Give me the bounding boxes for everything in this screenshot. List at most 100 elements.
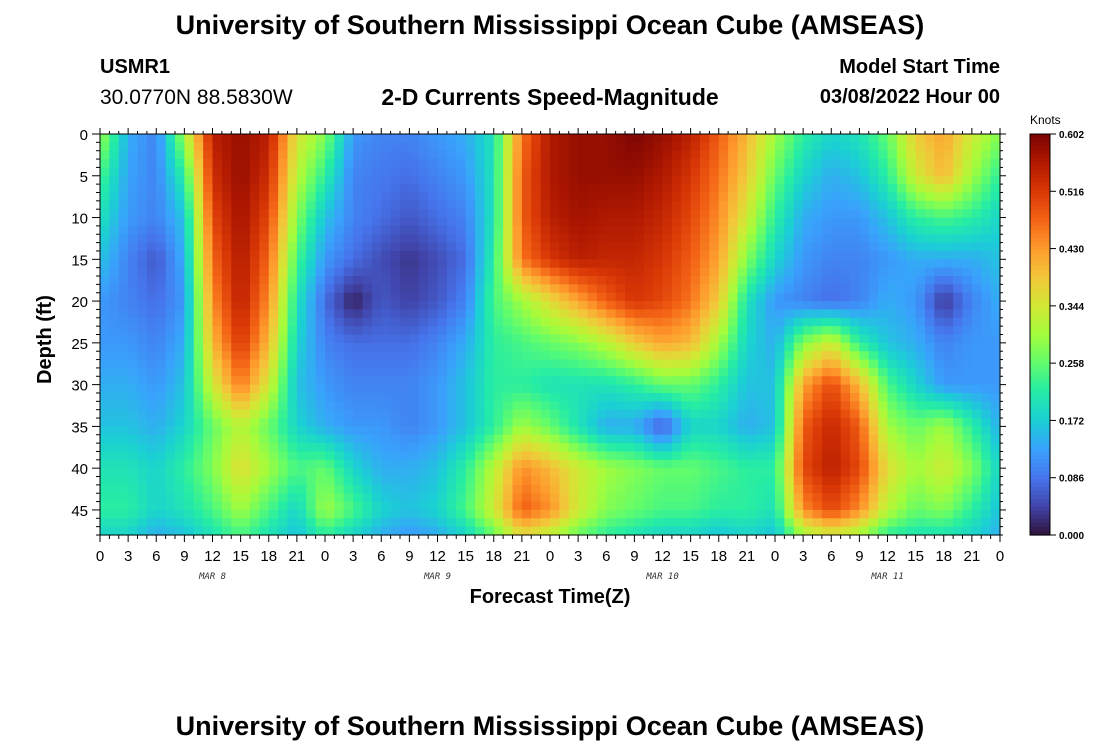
heatmap-cell — [428, 192, 439, 202]
heatmap-cell — [296, 468, 307, 478]
heatmap-cell — [484, 159, 495, 169]
heatmap-cell — [531, 184, 542, 194]
heatmap-cell — [165, 292, 176, 302]
heatmap-cell — [315, 209, 326, 219]
heatmap-cell — [990, 184, 1001, 194]
heatmap-cell — [203, 509, 214, 519]
heatmap-cell — [493, 376, 504, 386]
heatmap-cell — [943, 326, 954, 336]
heatmap-cell — [775, 284, 785, 294]
heatmap-cell — [559, 309, 570, 319]
heatmap-cell — [990, 250, 1001, 260]
heatmap-cell — [821, 250, 832, 260]
heatmap-cell — [868, 267, 879, 277]
heatmap-cell — [212, 259, 223, 269]
heatmap-cell — [493, 225, 504, 235]
heatmap-cell — [400, 384, 410, 394]
heatmap-cell — [718, 267, 729, 277]
heatmap-cell — [137, 426, 148, 436]
heatmap-cell — [381, 501, 392, 511]
heatmap-cell — [175, 250, 185, 260]
heatmap-cell — [409, 326, 420, 336]
heatmap-cell — [165, 484, 176, 494]
heatmap-cell — [681, 409, 692, 419]
heatmap-cell — [306, 326, 317, 336]
y-tick-label: 25 — [71, 336, 88, 353]
heatmap-cell — [896, 267, 907, 277]
heatmap-cell — [540, 175, 551, 185]
heatmap-cell — [578, 409, 589, 419]
heatmap-cell — [737, 292, 748, 302]
heatmap-cell — [662, 134, 673, 143]
heatmap-cell — [981, 225, 992, 235]
heatmap-cell — [728, 225, 739, 235]
heatmap-cell — [943, 192, 954, 202]
heatmap-cell — [268, 292, 279, 302]
heatmap-cell — [709, 159, 720, 169]
heatmap-cell — [746, 167, 757, 177]
heatmap-cell — [503, 259, 514, 269]
heatmap-cell — [456, 200, 467, 210]
heatmap-cell — [296, 175, 307, 185]
heatmap-cell — [784, 434, 795, 444]
heatmap-cell — [625, 384, 635, 394]
heatmap-cell — [259, 317, 270, 327]
heatmap-cell — [362, 134, 373, 143]
heatmap-cell — [662, 518, 673, 528]
heatmap-cell — [109, 225, 120, 235]
heatmap-cell — [625, 167, 635, 177]
heatmap-cell — [165, 459, 176, 469]
heatmap-cell — [456, 459, 467, 469]
heatmap-cell — [184, 284, 195, 294]
heatmap-cell — [728, 217, 739, 227]
heatmap-cell — [334, 334, 345, 344]
heatmap-cell — [540, 134, 551, 143]
x-tick-label: 15 — [232, 548, 249, 565]
heatmap-cell — [831, 418, 842, 427]
heatmap-cell — [653, 292, 664, 302]
heatmap-cell — [493, 175, 504, 185]
heatmap-cell — [146, 242, 157, 252]
heatmap-cell — [418, 409, 429, 419]
heatmap-cell — [653, 501, 664, 511]
heatmap-cell — [915, 159, 926, 169]
heatmap-cell — [775, 359, 785, 369]
heatmap-cell — [193, 209, 204, 219]
heatmap-cell — [343, 209, 354, 219]
heatmap-cell — [606, 217, 617, 227]
heatmap-cell — [681, 443, 692, 453]
heatmap-cell — [840, 267, 851, 277]
heatmap-cell — [868, 476, 879, 486]
heatmap-cell — [315, 234, 326, 244]
heatmap-cell — [409, 493, 420, 503]
heatmap-cell — [803, 443, 814, 453]
heatmap-cell — [953, 434, 964, 444]
heatmap-cell — [343, 334, 354, 344]
heatmap-cell — [587, 217, 598, 227]
heatmap-cell — [746, 284, 757, 294]
heatmap-cell — [418, 526, 429, 536]
heatmap-cell — [550, 184, 560, 194]
heatmap-cell — [990, 484, 1001, 494]
heatmap-cell — [315, 342, 326, 352]
heatmap-cell — [456, 509, 467, 519]
heatmap-cell — [109, 317, 120, 327]
heatmap-cell — [709, 376, 720, 386]
heatmap-cell — [953, 526, 964, 536]
heatmap-cell — [334, 359, 345, 369]
heatmap-cell — [259, 200, 270, 210]
heatmap-cell — [793, 326, 804, 336]
heatmap-cell — [550, 501, 560, 511]
heatmap-cell — [193, 401, 204, 411]
heatmap-cell — [390, 276, 401, 285]
heatmap-cell — [878, 434, 889, 444]
heatmap-cell — [690, 192, 701, 202]
heatmap-cell — [568, 392, 579, 402]
heatmap-cell — [821, 259, 832, 269]
heatmap-cell — [793, 184, 804, 194]
heatmap-cell — [700, 276, 710, 285]
heatmap-cell — [596, 250, 607, 260]
heatmap-cell — [981, 509, 992, 519]
heatmap-cell — [193, 267, 204, 277]
heatmap-cell — [306, 259, 317, 269]
